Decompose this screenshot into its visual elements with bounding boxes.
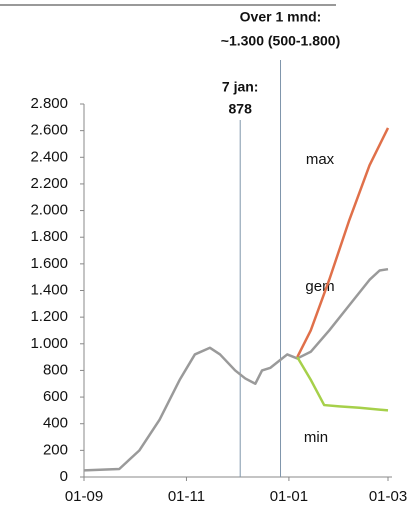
y-tick-label: 2.000 <box>30 202 68 219</box>
y-tick-label: 1.800 <box>30 228 68 245</box>
x-tick-label: 01-09 <box>65 488 103 505</box>
y-tick-label: 1.600 <box>30 255 68 272</box>
y-tick-label: 200 <box>43 441 68 458</box>
y-tick-label: 1.000 <box>30 335 68 352</box>
y-tick-label: 2.800 <box>30 95 68 112</box>
annotation-text: ~1.300 (500-1.800) <box>221 33 340 49</box>
annotation-text: Over 1 mnd: <box>240 9 322 25</box>
y-tick-label: 2.400 <box>30 148 68 165</box>
y-tick-label: 1.400 <box>30 281 68 298</box>
y-tick-label: 2.600 <box>30 122 68 139</box>
y-tick-label: 400 <box>43 415 68 432</box>
annotation-text: 878 <box>229 101 253 117</box>
y-tick-label: 600 <box>43 388 68 405</box>
annotation-text: 7 jan: <box>222 79 259 95</box>
series-line <box>83 267 389 472</box>
x-tick-label: 01-01 <box>270 488 308 505</box>
y-tick-label: 1.200 <box>30 308 68 325</box>
x-tick-label: 01-11 <box>168 488 205 505</box>
y-tick-label: 800 <box>43 361 68 378</box>
series-line <box>296 356 389 412</box>
series-label: max <box>306 151 335 168</box>
y-tick-label: 0 <box>60 468 68 485</box>
x-tick-label: 01-03 <box>369 488 407 505</box>
series-label: min <box>304 429 328 446</box>
y-tick-label: 2.200 <box>30 175 68 192</box>
series-line <box>296 127 390 358</box>
